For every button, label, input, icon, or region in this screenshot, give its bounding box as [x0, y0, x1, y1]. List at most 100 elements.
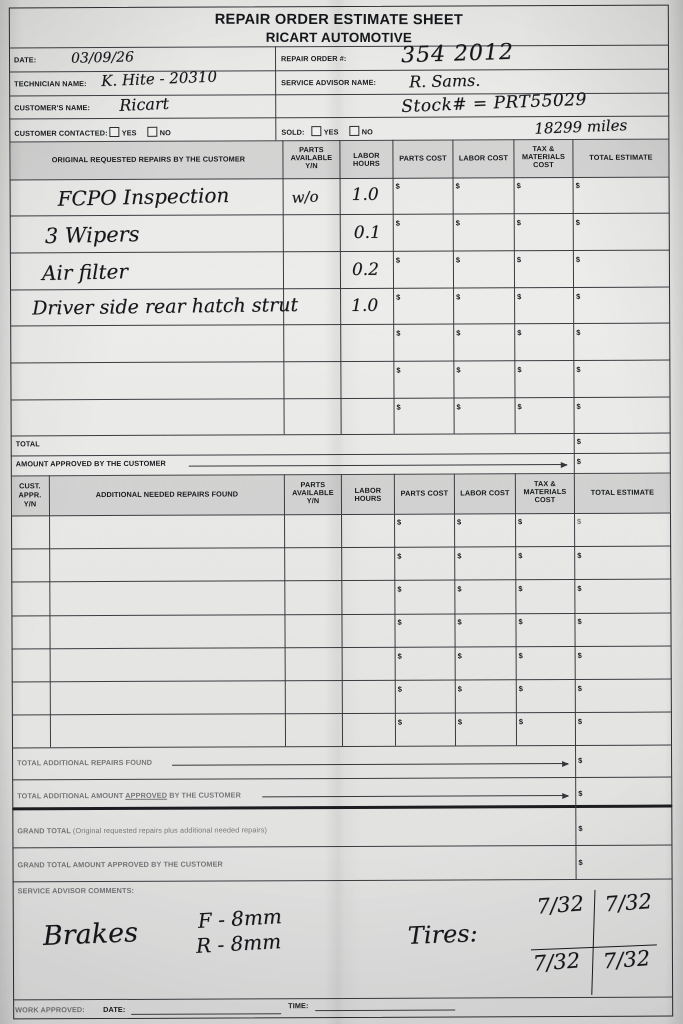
dollar-sign: $ — [517, 365, 522, 375]
dollar-sign: $ — [518, 517, 523, 527]
customer-contacted-yes-label: YES — [121, 128, 137, 138]
work-approved-date-label: DATE: — [103, 1004, 126, 1015]
dollar-sign: $ — [457, 684, 462, 694]
labor-hours-line2: HOURS — [353, 158, 380, 169]
dollar-sign: $ — [518, 717, 524, 727]
customer-contacted-yes-checkbox[interactable] — [109, 126, 120, 137]
service-advisor-value: R. Sams. — [408, 70, 481, 92]
original-total-col-line — [573, 432, 575, 473]
sold-no-checkbox[interactable] — [349, 125, 360, 136]
dollar-sign: $ — [456, 365, 461, 375]
add-labor-hours-line2: HOURS — [354, 493, 382, 504]
add-tax-line3: COST — [534, 495, 556, 505]
dollar-sign: $ — [396, 328, 401, 338]
customer-contacted-label: CUSTOMER CONTACTED: YES NO — [14, 126, 171, 138]
sold-label: SOLD: YES NO — [281, 125, 373, 137]
col-additional-tax-materials-header: TAX & MATERIALS COST — [517, 479, 573, 505]
col-original-repairs-header: ORIGINAL REQUESTED REPAIRS BY THE CUSTOM… — [51, 154, 246, 165]
dollar-sign: $ — [455, 255, 461, 265]
dollar-sign: $ — [575, 254, 581, 264]
original-row-4-description: Driver side rear hatch strut — [31, 294, 299, 320]
customer-contacted-no-label: NO — [159, 128, 171, 138]
dollar-sign: $ — [518, 617, 523, 627]
parts-available-line3: Y/N — [305, 161, 318, 171]
original-row-1-parts-available: w/o — [291, 187, 320, 207]
dollar-sign: $ — [575, 217, 580, 227]
dollar-sign: $ — [397, 551, 402, 561]
dollar-sign: $ — [517, 402, 522, 412]
dollar-sign: $ — [457, 617, 462, 627]
dollar-sign: $ — [455, 218, 460, 228]
original-row-3-description: Air filter — [41, 259, 129, 286]
dollar-sign: $ — [455, 181, 460, 191]
repair-order-label: REPAIR ORDER #: — [281, 53, 347, 64]
dollar-sign: $ — [517, 328, 522, 338]
cust-appr-line1: CUST. — [19, 481, 41, 491]
col-parts-available-header: PARTS AVAILABLE Y/N — [284, 145, 338, 171]
sold-yes-checkbox[interactable] — [311, 126, 322, 136]
dollar-sign: $ — [457, 551, 462, 561]
dollar-sign: $ — [397, 651, 402, 661]
dollar-sign: $ — [397, 617, 402, 627]
comments-brakes-front: F - 8mm — [197, 904, 283, 933]
repair-order-value: 354 2012 — [400, 39, 515, 69]
total-additional-repairs-label: TOTAL ADDITIONAL REPAIRS FOUND — [17, 757, 153, 768]
dollar-sign: $ — [518, 651, 523, 661]
dollar-sign: $ — [395, 255, 401, 265]
work-approved-label: WORK APPROVED: — [15, 1005, 85, 1015]
original-row-4-labor-hours: 1.0 — [351, 295, 379, 316]
dollar-sign: $ — [517, 292, 522, 302]
dollar-sign: $ — [577, 650, 582, 660]
repair-order-estimate-form: REPAIR ORDER ESTIMATE SHEET RICART AUTOM… — [8, 4, 674, 1020]
amount-approved-label: AMOUNT APPROVED BY THE CUSTOMER — [15, 458, 166, 469]
total-add-appr-b: APPROVED — [125, 790, 168, 800]
service-advisor-label: SERVICE ADVISOR NAME: — [281, 77, 377, 88]
dollar-sign: $ — [577, 550, 582, 560]
total-additional-approved-dollar: $ — [578, 788, 583, 798]
tire-right-front-value: 7/32 — [603, 889, 653, 917]
tire-rear-right-value: 7/32 — [602, 946, 651, 974]
customer-label: CUSTOMER'S NAME: — [14, 103, 91, 113]
dollar-sign: $ — [457, 651, 462, 661]
original-row-2-description: 3 Wipers — [44, 222, 140, 249]
dollar-sign: $ — [516, 218, 521, 228]
dollar-sign: $ — [396, 402, 401, 412]
grand-total-rest: (Original requested repairs plus additio… — [72, 825, 268, 836]
dollar-sign: $ — [456, 292, 461, 302]
dollar-sign: $ — [516, 255, 522, 265]
col-additional-repairs-header: ADDITIONAL NEEDED REPAIRS FOUND — [95, 489, 239, 500]
date-label: DATE: — [14, 55, 37, 65]
grand-total-dollar: $ — [578, 823, 583, 833]
col-parts-cost-header: PARTS COST — [399, 153, 447, 163]
tire-grid-vertical-line — [591, 889, 596, 995]
date-value: 03/09/26 — [70, 49, 135, 67]
customer-value: Ricart — [118, 93, 170, 115]
dollar-sign: $ — [518, 584, 523, 594]
grand-total-approved-dollar: $ — [578, 857, 583, 867]
grand-total-approved-label: GRAND TOTAL AMOUNT APPROVED BY THE CUSTO… — [17, 859, 223, 870]
original-row-1-description: FCPO Inspection — [57, 182, 230, 211]
dollar-sign: $ — [456, 328, 461, 338]
customer-contacted-no-checkbox[interactable] — [147, 126, 158, 137]
work-approved-time-label: TIME: — [288, 1001, 309, 1011]
title-line-1: REPAIR ORDER ESTIMATE SHEET — [214, 11, 464, 29]
comments-brakes-label: Brakes — [42, 917, 139, 952]
dollar-sign: $ — [575, 180, 580, 190]
col-additional-total-estimate-header: TOTAL ESTIMATE — [590, 487, 655, 497]
dollar-sign: $ — [577, 683, 582, 693]
mileage-value: 18299 miles — [534, 116, 628, 138]
customer-contacted-text: CUSTOMER CONTACTED: — [14, 128, 108, 138]
dollar-sign: $ — [576, 401, 581, 411]
col-additional-parts-available-header: PARTS AVAILABLE Y/N — [286, 480, 340, 506]
sold-text: SOLD: — [281, 127, 305, 137]
dollar-sign: $ — [456, 402, 461, 412]
total-additional-repairs-dollar: $ — [578, 755, 583, 765]
tax-line3: COST — [533, 160, 554, 170]
total-add-appr-c: BY THE CUSTOMER — [167, 790, 241, 800]
comments-tires-label: Tires: — [407, 919, 479, 950]
tire-left-rear-value: 7/32 — [532, 948, 581, 976]
dollar-sign: $ — [397, 517, 402, 527]
dollar-sign: $ — [576, 327, 581, 337]
total-add-appr-a: TOTAL ADDITIONAL AMOUNT — [17, 790, 126, 801]
